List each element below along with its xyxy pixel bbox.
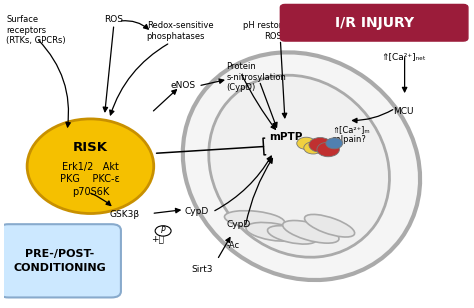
Text: RISK: RISK	[73, 141, 108, 154]
FancyBboxPatch shape	[280, 4, 468, 41]
Ellipse shape	[246, 222, 301, 241]
Ellipse shape	[304, 214, 355, 237]
Circle shape	[326, 138, 343, 149]
Circle shape	[297, 137, 316, 149]
Text: Erk1/2   Akt: Erk1/2 Akt	[62, 162, 119, 172]
Text: MCU: MCU	[393, 107, 413, 116]
Ellipse shape	[209, 75, 390, 257]
Ellipse shape	[267, 226, 317, 244]
Text: CypD: CypD	[184, 207, 209, 217]
Text: -Ac: -Ac	[227, 241, 239, 250]
Ellipse shape	[225, 211, 285, 229]
Ellipse shape	[283, 221, 339, 243]
Circle shape	[309, 137, 331, 152]
Text: CypD: CypD	[227, 220, 251, 229]
Text: Surface
receptors
(RTKs, GPCRs): Surface receptors (RTKs, GPCRs)	[6, 15, 66, 45]
Circle shape	[155, 226, 171, 236]
Circle shape	[317, 142, 339, 157]
Ellipse shape	[27, 119, 154, 213]
Circle shape	[304, 142, 322, 154]
Text: PRE-/POST-
CONDITIONING: PRE-/POST- CONDITIONING	[14, 249, 106, 273]
Text: GSK3β: GSK3β	[109, 210, 139, 220]
Text: ⇑[Ca²⁺]ₙₑₜ: ⇑[Ca²⁺]ₙₑₜ	[381, 52, 426, 61]
Text: PKG    PKC-ε: PKG PKC-ε	[61, 174, 120, 184]
Text: Redox-sensitive
phosphatases: Redox-sensitive phosphatases	[147, 21, 213, 41]
Text: Protein
s-nitrosylation
(CypD): Protein s-nitrosylation (CypD)	[227, 63, 286, 92]
Text: eNOS: eNOS	[170, 81, 195, 90]
Text: I/R INJURY: I/R INJURY	[335, 16, 414, 30]
Text: pH restoration
ROS: pH restoration ROS	[243, 21, 303, 41]
Ellipse shape	[183, 52, 420, 280]
Text: p70S6K: p70S6K	[72, 187, 109, 197]
Text: ⇑[Ca²⁺]ₘ
calpain?: ⇑[Ca²⁺]ₘ calpain?	[332, 125, 370, 144]
Text: Sirt3: Sirt3	[191, 265, 213, 274]
Text: +Ⓑ: +Ⓑ	[151, 235, 164, 244]
Text: P: P	[161, 226, 165, 235]
FancyBboxPatch shape	[0, 224, 121, 298]
Text: mPTP: mPTP	[269, 132, 302, 142]
Text: ROS: ROS	[104, 15, 124, 24]
